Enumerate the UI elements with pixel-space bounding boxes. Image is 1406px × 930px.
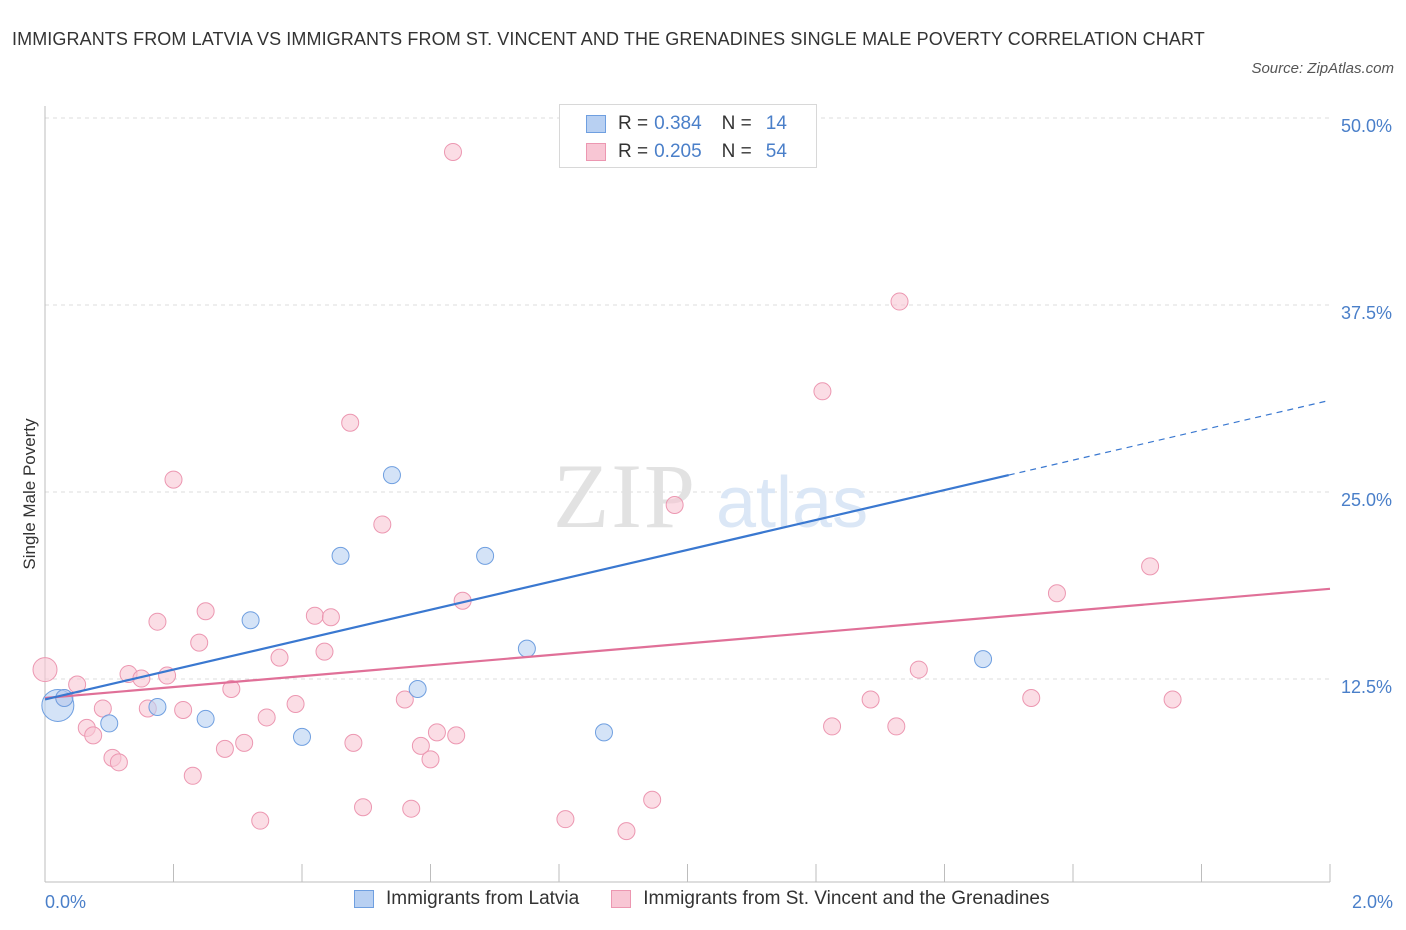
series-legend: Immigrants from Latvia Immigrants from S… xyxy=(354,888,1081,910)
legend-n-label: N = xyxy=(721,141,752,162)
data-point-svg xyxy=(373,515,392,534)
y-tick-label: 12.5% xyxy=(1341,677,1392,697)
grid-layer xyxy=(45,117,1330,680)
data-point-svg xyxy=(1141,557,1160,576)
data-point-latvia xyxy=(331,546,350,565)
trend-line-latvia-extension xyxy=(1008,399,1331,476)
data-point-svg xyxy=(286,694,305,713)
data-point-svg xyxy=(890,292,909,311)
watermark: ZIP atlas xyxy=(553,445,868,547)
legend-row-svg: R = 0.205 N = 54 xyxy=(586,140,787,164)
data-point-svg xyxy=(887,717,906,736)
data-point-svg xyxy=(665,496,684,515)
source-label: Source: ZipAtlas.com xyxy=(1251,60,1394,77)
data-point-svg xyxy=(823,717,842,736)
data-point-latvia xyxy=(241,611,260,630)
data-point-svg xyxy=(447,726,466,745)
data-point-svg xyxy=(164,470,183,489)
data-point-latvia xyxy=(55,688,74,707)
data-point-svg xyxy=(354,798,373,817)
data-point-latvia xyxy=(974,650,993,669)
x-tick-label: 2.0% xyxy=(1352,892,1393,912)
data-point-svg xyxy=(402,799,421,818)
data-point-latvia xyxy=(594,723,613,742)
data-point-svg xyxy=(196,602,215,621)
legend-n-value: 14 xyxy=(765,113,787,134)
data-point-svg xyxy=(84,726,103,745)
data-point-svg xyxy=(427,723,446,742)
legend-r-label: R = xyxy=(618,141,649,162)
series-svg-points xyxy=(32,142,1182,841)
data-point-svg xyxy=(183,766,202,785)
data-point-svg xyxy=(443,142,462,161)
data-point-svg xyxy=(395,690,414,709)
data-point-latvia xyxy=(408,680,427,699)
legend-row-latvia: R = 0.384 N = 14 xyxy=(586,112,787,136)
data-point-latvia xyxy=(476,546,495,565)
y-tick-label: 50.0% xyxy=(1341,116,1392,136)
legend-n-label: N = xyxy=(721,113,752,134)
watermark-atlas: atlas xyxy=(716,463,868,543)
y-axis-label: Single Male Poverty xyxy=(20,418,39,570)
x-tick-label: 0.0% xyxy=(45,892,86,912)
trend-layer xyxy=(44,399,1331,701)
legend-r-value: 0.384 xyxy=(654,113,702,134)
legend-r-label: R = xyxy=(618,113,649,134)
data-point-svg xyxy=(190,633,209,652)
data-point-svg xyxy=(1163,690,1182,709)
data-point-svg xyxy=(556,810,575,829)
trend-line-svg xyxy=(44,587,1331,700)
data-point-svg xyxy=(215,739,234,758)
legend-label-svg: Immigrants from St. Vincent and the Gren… xyxy=(643,888,1050,909)
data-point-latvia xyxy=(100,714,119,733)
data-point-svg xyxy=(315,642,334,661)
data-point-svg xyxy=(321,608,340,627)
data-point-svg xyxy=(861,690,880,709)
data-point-svg xyxy=(174,700,193,719)
legend-label-latvia: Immigrants from Latvia xyxy=(386,888,580,909)
data-point-svg xyxy=(109,753,128,772)
data-point-svg xyxy=(643,790,662,809)
data-point-latvia xyxy=(382,466,401,485)
data-point-svg xyxy=(909,660,928,679)
tick-layer: 12.5% 25.0% 37.5% 50.0% 0.0% 2.0% xyxy=(44,116,1393,912)
data-point-svg xyxy=(257,708,276,727)
data-point-svg xyxy=(305,606,324,625)
legend-swatch-latvia xyxy=(354,890,374,908)
chart-title: IMMIGRANTS FROM LATVIA VS IMMIGRANTS FRO… xyxy=(12,29,1205,49)
correlation-legend: R = 0.384 N = 14 R = 0.205 N = 54 xyxy=(559,104,817,168)
data-point-svg xyxy=(235,733,254,752)
legend-swatch-svg xyxy=(586,143,606,161)
data-point-svg xyxy=(93,699,112,718)
series-latvia-points xyxy=(41,466,993,746)
legend-item-svg[interactable]: Immigrants from St. Vincent and the Gren… xyxy=(611,888,1049,910)
legend-item-latvia[interactable]: Immigrants from Latvia xyxy=(354,888,579,910)
data-point-latvia xyxy=(196,709,215,728)
y-tick-label: 37.5% xyxy=(1341,303,1392,323)
data-point-latvia xyxy=(148,697,167,716)
y-tick-label: 25.0% xyxy=(1341,490,1392,510)
legend-swatch-latvia xyxy=(586,115,606,133)
data-point-svg xyxy=(251,811,270,830)
data-point-svg xyxy=(341,413,360,432)
data-point-svg xyxy=(270,648,289,667)
data-point-svg xyxy=(421,750,440,769)
trend-line-latvia xyxy=(44,474,1009,701)
data-point-svg xyxy=(1047,584,1066,603)
data-point-svg xyxy=(148,612,167,631)
data-point-svg xyxy=(1022,688,1041,707)
data-point-svg xyxy=(617,822,636,841)
data-point-svg xyxy=(813,382,832,401)
legend-n-value: 54 xyxy=(765,141,787,162)
data-point-svg xyxy=(411,736,430,755)
legend-r-value: 0.205 xyxy=(654,141,702,162)
data-point-svg xyxy=(32,657,58,683)
data-point-latvia xyxy=(293,727,311,746)
data-point-latvia xyxy=(517,639,536,658)
data-point-svg xyxy=(344,733,363,752)
watermark-zip: ZIP xyxy=(553,445,697,547)
data-point-svg xyxy=(222,680,241,699)
legend-swatch-svg xyxy=(611,890,632,908)
